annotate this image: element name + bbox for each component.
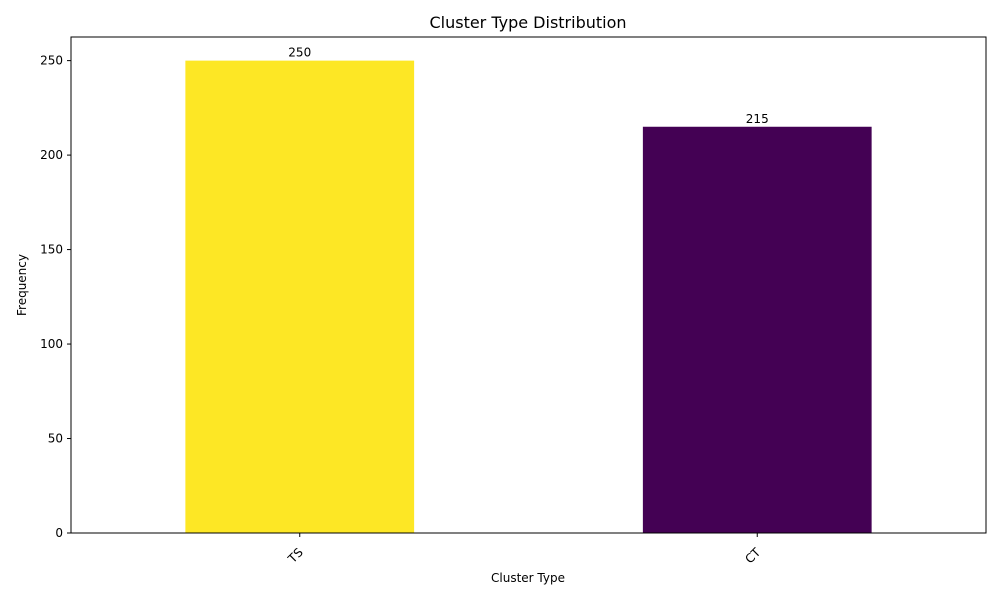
y-tick-label-0: 0 [55, 526, 63, 540]
x-tick-label-ct: CT [742, 545, 763, 566]
y-tick-label-250: 250 [40, 54, 63, 68]
data-label-ts: 250 [288, 46, 311, 60]
y-axis: 0 50 100 150 200 250 [40, 54, 71, 540]
bar-ts [185, 60, 415, 533]
y-axis-label: Frequency [15, 254, 29, 316]
x-axis-label: Cluster Type [491, 571, 565, 585]
chart-title: Cluster Type Distribution [429, 13, 626, 32]
y-tick-label-200: 200 [40, 148, 63, 162]
bar-ct [642, 126, 872, 533]
y-tick-label-100: 100 [40, 337, 63, 351]
x-tick-label-ts: TS [285, 545, 306, 566]
plot-area: 250 215 [185, 46, 872, 533]
data-label-ct: 215 [746, 112, 769, 126]
y-tick-label-50: 50 [48, 432, 63, 446]
plot-frame [70, 36, 987, 534]
x-axis: TS CT [285, 533, 764, 566]
y-tick-label-150: 150 [40, 243, 63, 257]
